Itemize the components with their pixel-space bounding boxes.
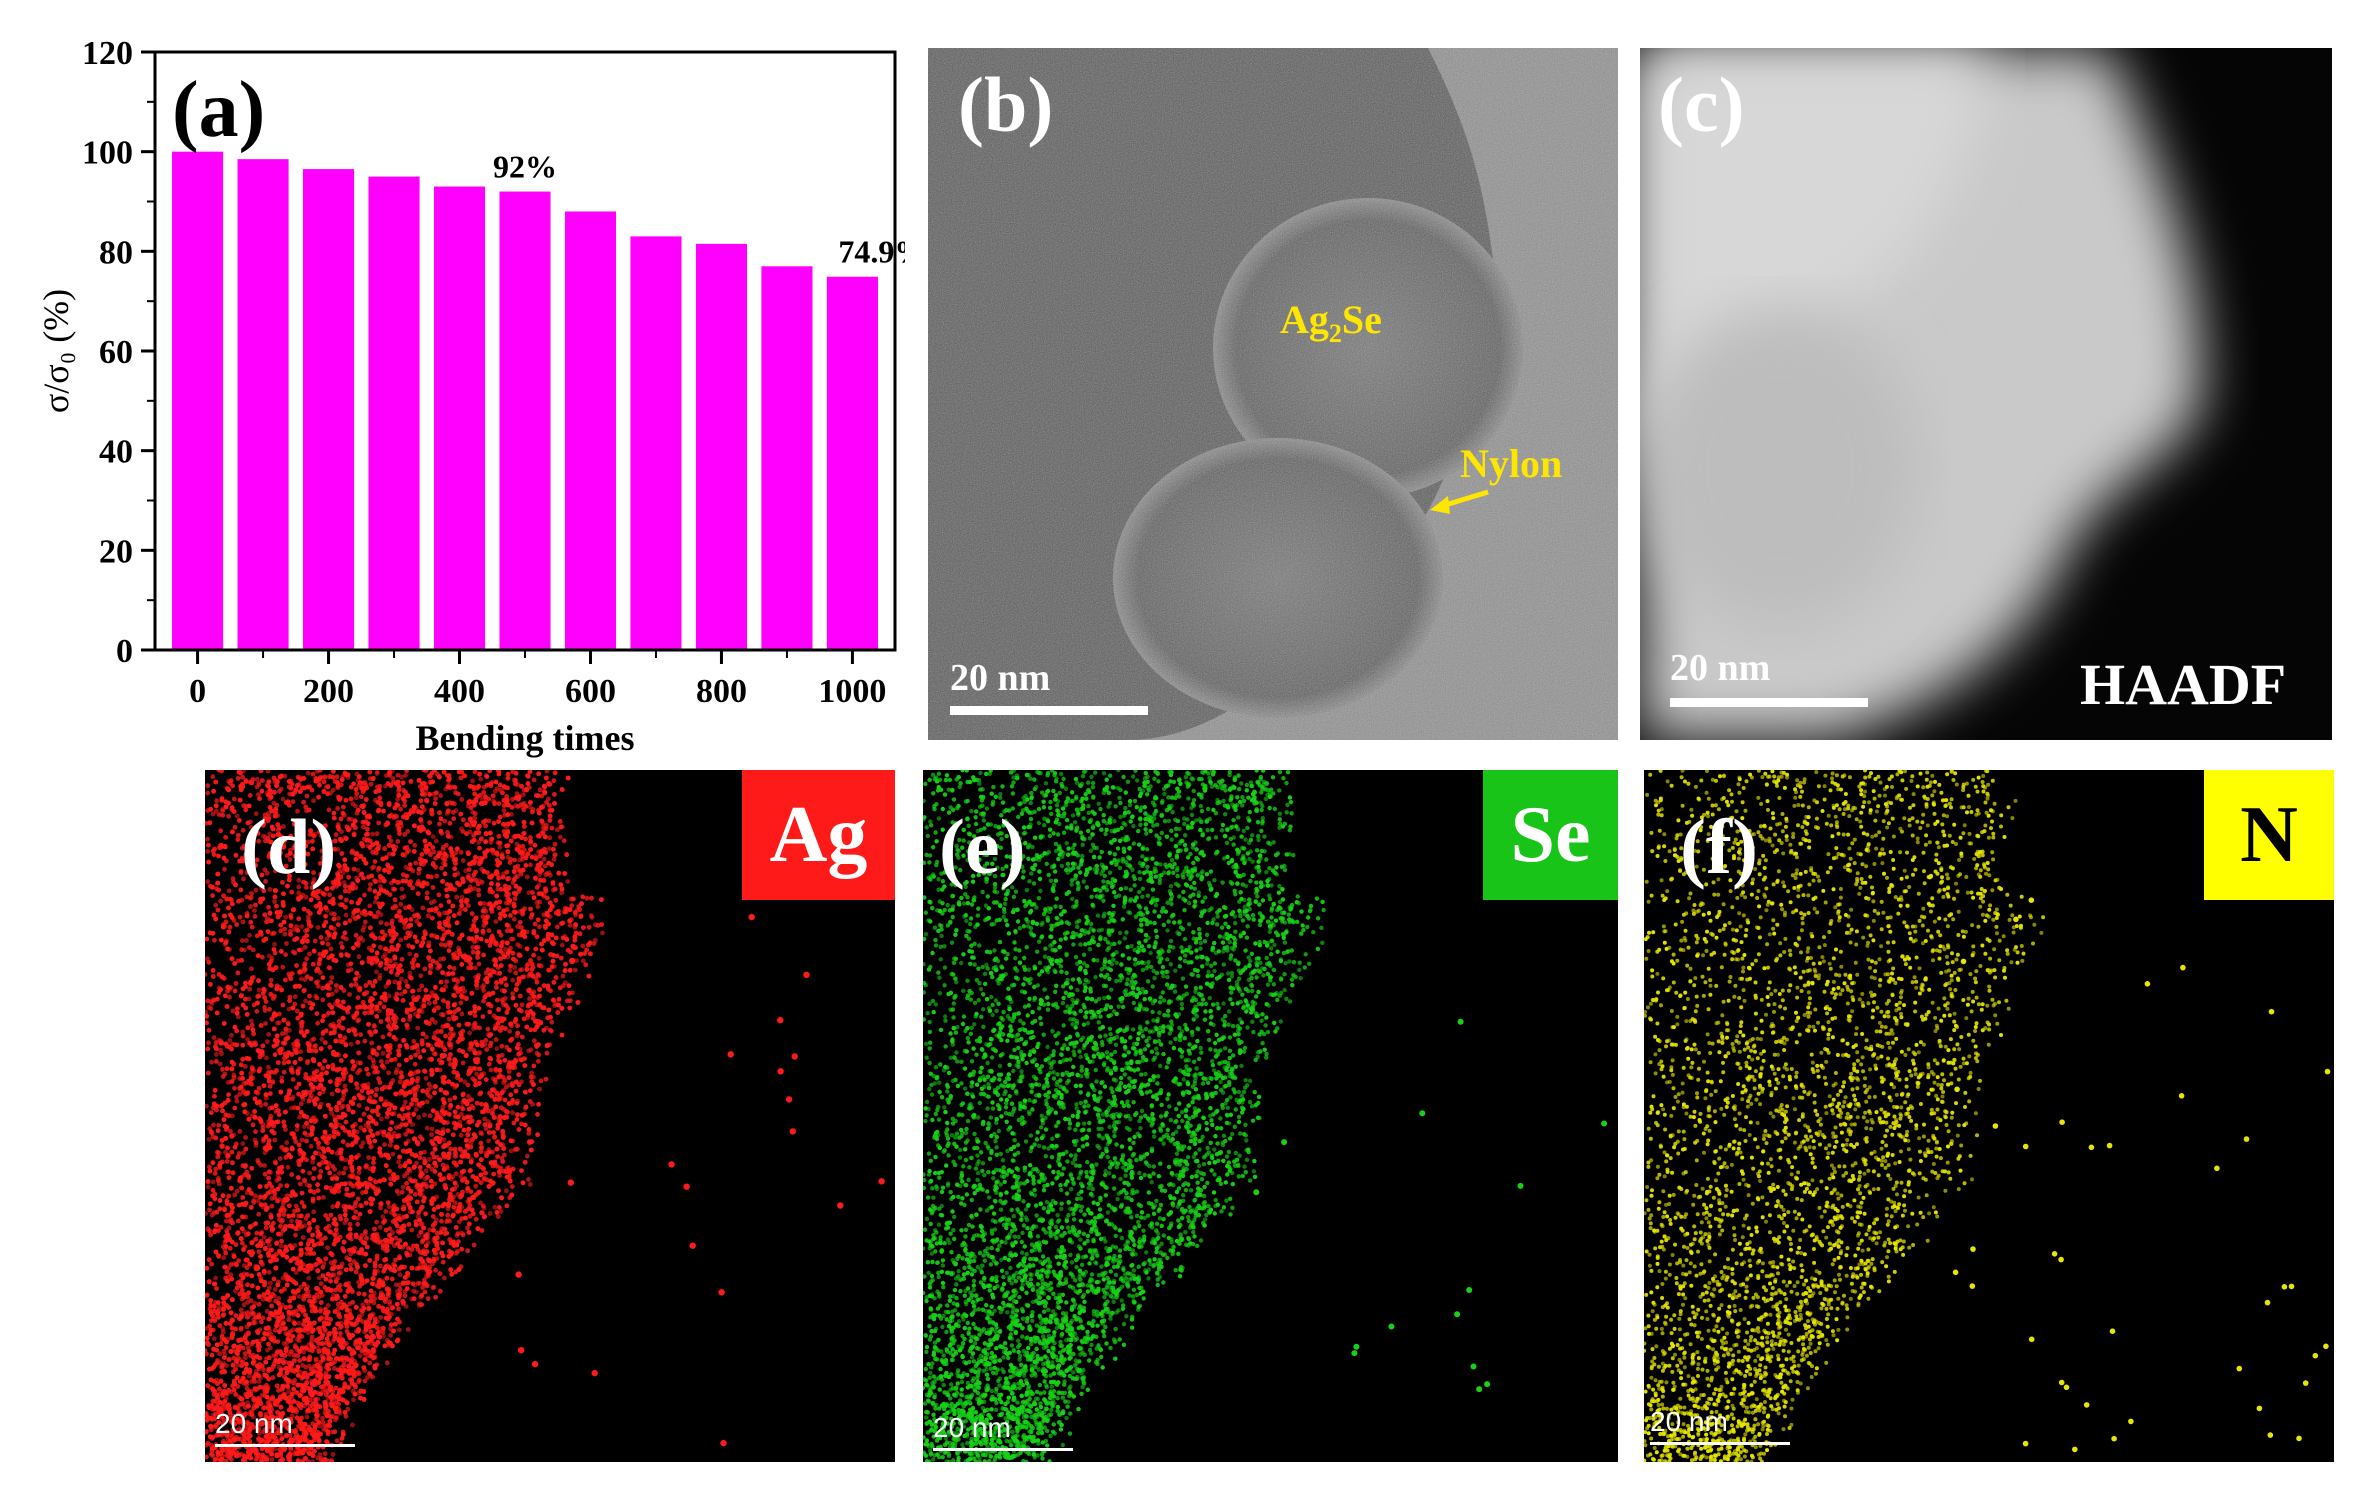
ag-distribution <box>205 770 885 1462</box>
scale-label-f: 20 nm <box>1650 1406 1728 1437</box>
y-tick-label-100: 100 <box>82 135 133 172</box>
bar-100 <box>237 159 289 650</box>
x-tick-label-400: 400 <box>434 673 485 710</box>
bar-600 <box>564 211 617 650</box>
bar-500 <box>499 191 551 651</box>
y-tick-label-20: 20 <box>99 533 133 570</box>
scale-bar-b <box>950 706 1148 715</box>
tem-texture <box>928 48 1618 740</box>
panel-label-a: (a) <box>172 66 266 154</box>
se-distribution <box>923 770 1608 1462</box>
panel-label-f: (f) <box>1680 803 1758 890</box>
n-distribution <box>1644 770 2331 1462</box>
ag2se-subscript: 2 <box>1328 319 1342 348</box>
bar-0 <box>172 151 224 650</box>
element-badge-se: Se <box>1483 770 1618 900</box>
x-axis-label: Bending times <box>415 718 634 758</box>
y-tick-label-0: 0 <box>116 633 133 670</box>
x-tick-label-800: 800 <box>696 673 747 710</box>
y-tick-label-40: 40 <box>99 434 133 471</box>
bar-900 <box>761 266 813 650</box>
eds-map-panel-f: (f) N 20 nm <box>1644 770 2334 1462</box>
bar-chart: 0 20 40 60 80 100 120 0 200 400 600 800 1000 Bending … <box>36 35 905 758</box>
y-tick-label-80: 80 <box>99 234 133 271</box>
x-tick-label-200: 200 <box>303 673 354 710</box>
element-badge-ag: Ag <box>742 770 895 900</box>
chart-panel-a: 0 20 40 60 80 100 120 0 200 400 600 800 1000 Bending … <box>0 0 905 760</box>
y-tick-label-120: 120 <box>82 35 133 72</box>
bar-1000 <box>826 276 878 650</box>
bar-300 <box>368 176 420 651</box>
x-tick-label-0: 0 <box>189 673 206 710</box>
haadf-texture <box>1640 48 2332 740</box>
panel-label-b: (b) <box>958 61 1054 148</box>
panel-label-d: (d) <box>241 803 337 890</box>
scale-label-b: 20 nm <box>950 657 1051 699</box>
nylon-annotation: Nylon <box>1460 441 1563 486</box>
scale-bar-e <box>933 1448 1073 1451</box>
bar-800 <box>695 243 747 650</box>
scale-label-e: 20 nm <box>933 1412 1011 1443</box>
scale-bar-f <box>1650 1442 1790 1445</box>
panel-label-c: (c) <box>1658 61 1745 148</box>
y-tick-label-60: 60 <box>99 334 133 371</box>
scale-label-c: 20 nm <box>1670 647 1771 689</box>
x-tick-label-1000: 1000 <box>818 673 886 710</box>
bar-annotation-0: 92% <box>493 149 557 185</box>
scale-label-d: 20 nm <box>215 1408 293 1439</box>
tem-image-panel-b: (b) Ag2Se Nylon 20 nm <box>928 48 1618 740</box>
bar-annotation-1: 74.9% <box>838 234 905 270</box>
ag2se-se: Se <box>1341 297 1382 342</box>
eds-map-panel-d: (d) Ag 20 nm <box>205 770 895 1462</box>
bar-400 <box>433 186 486 651</box>
nylon-arrow <box>1430 489 1489 514</box>
y-axis-label: σ/σ₀ (%) <box>36 289 76 413</box>
ag2se-ag: Ag <box>1280 297 1329 342</box>
bar-700 <box>630 236 682 650</box>
eds-map-panel-e: (e) Se 20 nm <box>923 770 1618 1462</box>
element-badge-n: N <box>2204 770 2334 900</box>
bar-200 <box>303 169 355 650</box>
scale-bar-c <box>1670 698 1868 707</box>
panel-label-e: (e) <box>939 803 1026 890</box>
ag2se-annotation: Ag2Se <box>1280 296 1382 349</box>
scale-bar-d <box>215 1444 355 1447</box>
haadf-label: HAADF <box>2080 652 2287 717</box>
x-tick-label-600: 600 <box>565 673 616 710</box>
haadf-image-panel-c: (c) 20 nm HAADF <box>1640 48 2332 740</box>
